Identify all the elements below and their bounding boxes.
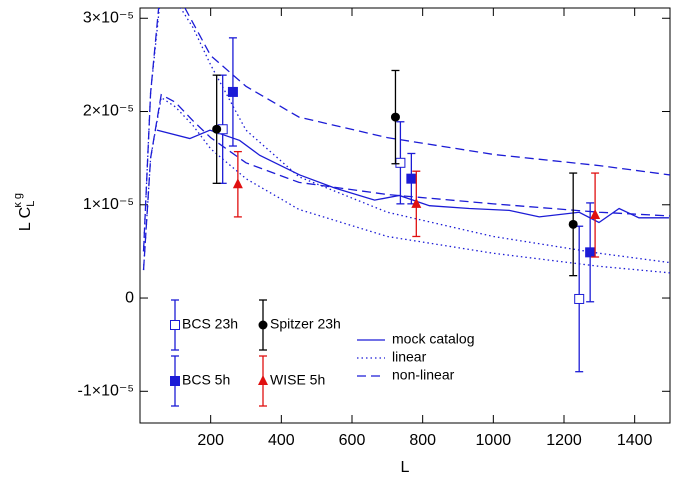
marker (568, 219, 578, 229)
marker (390, 112, 400, 122)
marker (258, 320, 268, 330)
y-label-sup: κ g (12, 193, 24, 208)
marker (574, 293, 585, 304)
legend-label: WISE 5h (270, 372, 325, 388)
y-label-main: L C (17, 207, 34, 231)
marker (170, 376, 180, 386)
marker (258, 375, 268, 385)
marker (227, 86, 238, 97)
legend-label: linear (392, 349, 427, 365)
y-tick-label: 3×10⁻⁵ (83, 9, 134, 26)
x-tick-label: 200 (197, 432, 224, 449)
marker (590, 209, 601, 220)
legend-label: BCS 5h (182, 372, 230, 388)
theory-line (142, 8, 670, 252)
y-label-sub: L (25, 201, 37, 207)
x-tick-label: 400 (268, 432, 295, 449)
theory-line (156, 129, 669, 224)
x-tick-label: 1000 (476, 432, 512, 449)
legend-label: BCS 23h (182, 316, 238, 332)
marker (232, 178, 243, 189)
x-tick-label: 800 (409, 432, 436, 449)
y-axis-label: L CLκ g (12, 193, 37, 231)
legend-label: mock catalog (392, 331, 474, 347)
marker (170, 320, 180, 330)
theory-line (142, 96, 670, 274)
x-axis-label: L (401, 459, 410, 476)
legend-label: non-linear (392, 367, 455, 383)
legend-label: Spitzer 23h (270, 316, 341, 332)
x-tick-label: 1400 (617, 432, 653, 449)
marker (212, 124, 222, 134)
y-tick-label: 1×10⁻⁵ (83, 196, 134, 213)
y-tick-label: 2×10⁻⁵ (83, 103, 134, 120)
marker (411, 197, 422, 208)
marker (395, 157, 406, 168)
y-tick-label: 0 (125, 289, 134, 306)
marker (406, 173, 417, 184)
y-tick-label: -1×10⁻⁵ (78, 383, 134, 400)
x-tick-label: 1200 (546, 432, 582, 449)
marker (585, 247, 596, 258)
x-tick-label: 600 (339, 432, 366, 449)
plot-area (142, 8, 670, 274)
